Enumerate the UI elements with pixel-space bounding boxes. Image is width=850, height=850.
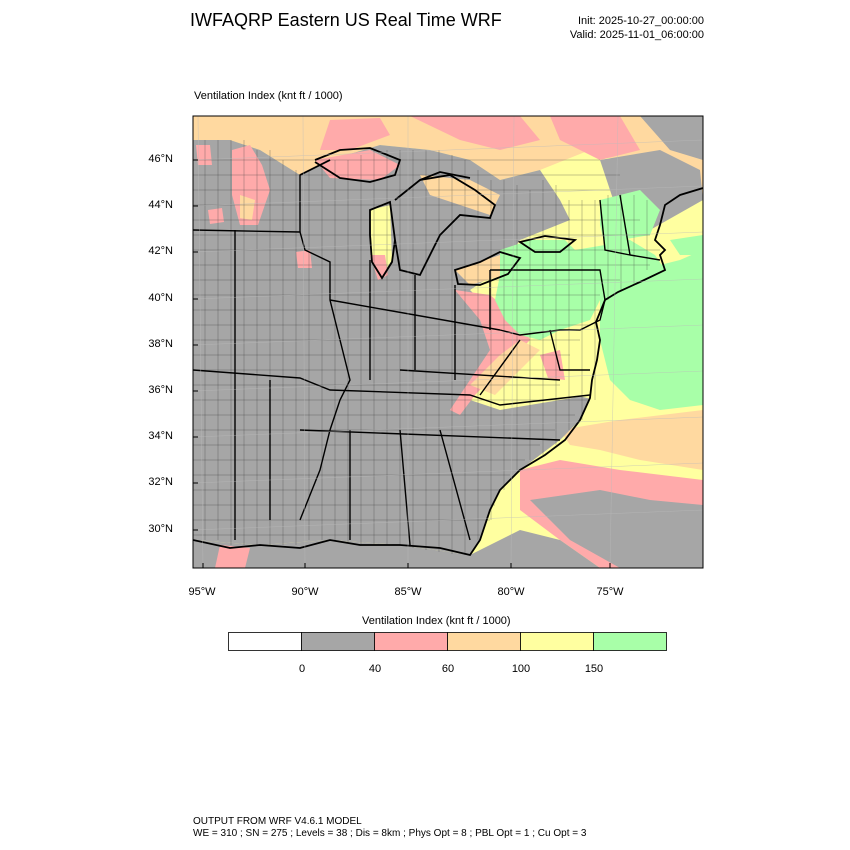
lat-label: 44°N: [148, 199, 173, 211]
legend-swatch: [447, 632, 521, 651]
lat-label: 42°N: [148, 245, 173, 257]
legend-tick: 40: [368, 663, 382, 675]
coastlines: [193, 147, 703, 557]
lon-label: 75°W: [596, 586, 624, 598]
lat-label: 32°N: [148, 476, 173, 488]
map-caption: Ventilation Index (knt ft / 1000): [194, 90, 343, 102]
legend-swatch: [520, 632, 594, 651]
county-lines: [193, 140, 660, 555]
legend-title: Ventilation Index (knt ft / 1000): [362, 615, 511, 627]
lon-label: 90°W: [291, 586, 319, 598]
lat-label: 40°N: [148, 292, 173, 304]
graticule: [193, 116, 703, 568]
lat-label: 38°N: [148, 338, 173, 350]
lat-label: 34°N: [148, 430, 173, 442]
legend-swatch: [301, 632, 375, 651]
lon-label: 95°W: [188, 586, 216, 598]
plot-title: IWFAQRP Eastern US Real Time WRF: [190, 10, 502, 30]
lon-label: 85°W: [394, 586, 422, 598]
axis-ticks: [193, 159, 611, 568]
model-info: OUTPUT FROM WRF V4.6.1 MODEL WE = 310 ; …: [193, 816, 586, 840]
model-version: OUTPUT FROM WRF V4.6.1 MODEL: [193, 816, 362, 827]
legend-swatch: [593, 632, 667, 651]
legend-tick: 100: [511, 663, 531, 675]
map-frame: [192, 115, 704, 569]
run-times: Init: 2025-10-27_00:00:00 Valid: 2025-11…: [570, 14, 704, 42]
legend-tick: 0: [298, 663, 306, 675]
model-config: WE = 310 ; SN = 275 ; Levels = 38 ; Dis …: [193, 828, 587, 839]
lat-label: 36°N: [148, 384, 173, 396]
legend-tick: 60: [441, 663, 455, 675]
lon-label: 80°W: [497, 586, 525, 598]
map-field: [193, 116, 703, 568]
color-legend: [228, 632, 667, 651]
lat-label: 46°N: [148, 153, 173, 165]
valid-time: Valid: 2025-11-01_06:00:00: [569, 29, 704, 41]
legend-tick: 150: [584, 663, 604, 675]
init-time: Init: 2025-10-27_00:00:00: [578, 15, 704, 27]
legend-swatch: [374, 632, 448, 651]
legend-swatch: [228, 632, 302, 651]
lat-label: 30°N: [148, 523, 173, 535]
